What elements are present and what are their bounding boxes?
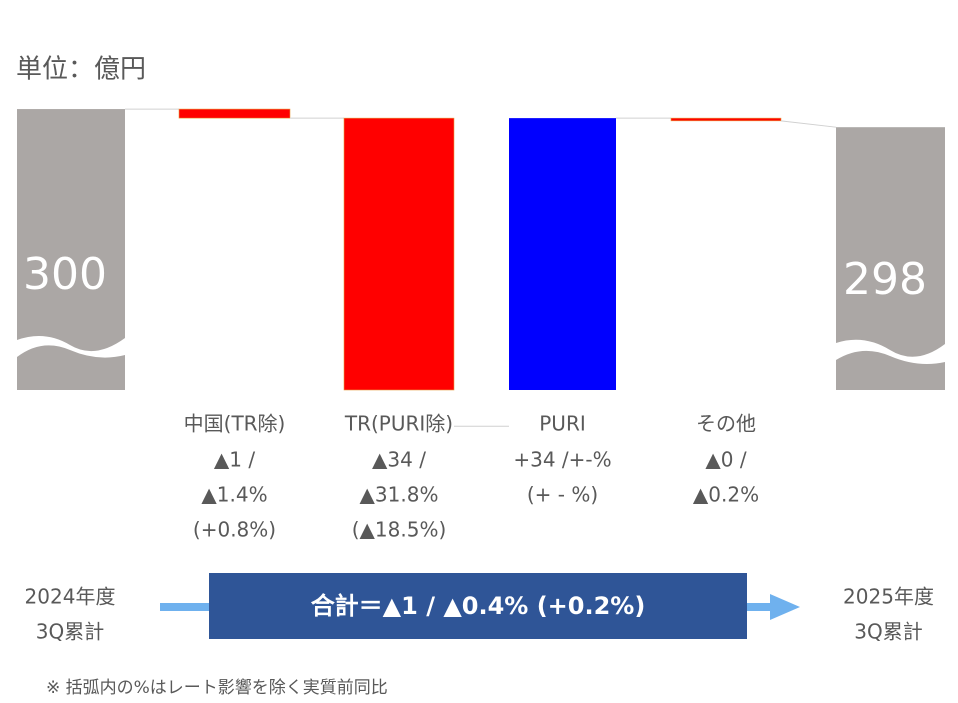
category-label: PURI: [539, 412, 586, 436]
step-bar: [670, 117, 782, 122]
step-annotation: ▲1.4%: [201, 483, 267, 507]
step-annotation: (+ - %): [527, 483, 598, 507]
start-value-label: 300: [23, 249, 107, 300]
category-label: TR(PURI除): [344, 412, 453, 436]
start-label: 3Q累計: [36, 620, 104, 644]
end-value-label: 298: [843, 254, 927, 305]
step-bar: [343, 117, 455, 391]
start-label: 2024年度: [25, 585, 116, 609]
step-annotation: ▲0.2%: [693, 483, 759, 507]
connector: [780, 120, 837, 128]
step-bar: [178, 108, 291, 119]
axis-break: [17, 336, 125, 358]
step-annotation: +34 /+-%: [513, 448, 611, 472]
total-box: [209, 573, 747, 639]
end-label: 3Q累計: [854, 620, 922, 644]
category-label: 中国(TR除): [184, 412, 286, 436]
step-annotation: ▲0 /: [705, 448, 746, 472]
total-label: 合計＝▲1 / ▲0.4% (+0.2%): [311, 592, 646, 620]
step-annotation: (▲18.5%): [352, 518, 447, 542]
axis-break: [836, 339, 945, 364]
step-bar: [509, 118, 616, 390]
category-label: その他: [696, 412, 756, 436]
end-label: 2025年度: [843, 585, 934, 609]
plot: 300 298: [17, 108, 945, 427]
unit-label: 単位：億円: [16, 55, 146, 85]
arrow-head: [770, 594, 800, 620]
step-annotation: ▲31.8%: [360, 483, 439, 507]
step-annotation: (+0.8%): [193, 518, 276, 542]
step-annotation: ▲1 /: [214, 448, 255, 472]
footnote: ※ 括弧内の%はレート影響を除く実質前同比: [46, 678, 388, 698]
step-annotation: ▲34 /: [372, 448, 426, 472]
